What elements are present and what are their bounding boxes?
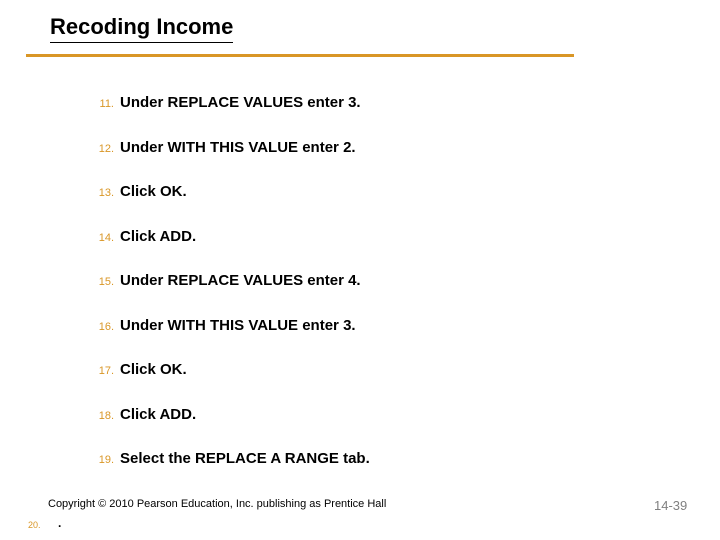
list-item: 12. Under WITH THIS VALUE enter 2. <box>90 140 650 157</box>
list-item-text: Under WITH THIS VALUE enter 2. <box>120 140 356 157</box>
list-item: 18. Click ADD. <box>90 407 650 424</box>
list-item-number: 18. <box>90 410 114 422</box>
title-wrap: Recoding Income <box>50 14 233 43</box>
footer-list-number: 20. <box>28 520 41 530</box>
list-item: 19. Select the REPLACE A RANGE tab. <box>90 451 650 468</box>
list-item-text: Click ADD. <box>120 229 196 246</box>
page-number: 14-39 <box>654 498 687 513</box>
list-item-number: 11. <box>90 98 114 110</box>
list-item-text: Click OK. <box>120 184 187 201</box>
footer-dot: . <box>58 516 61 530</box>
slide: Recoding Income 11. Under REPLACE VALUES … <box>0 0 720 540</box>
list-item-number: 14. <box>90 232 114 244</box>
list-item: 11. Under REPLACE VALUES enter 3. <box>90 95 650 112</box>
list-item: 13. Click OK. <box>90 184 650 201</box>
list-item-number: 16. <box>90 321 114 333</box>
list-item: 14. Click ADD. <box>90 229 650 246</box>
list-item-number: 17. <box>90 365 114 377</box>
list-item-text: Under REPLACE VALUES enter 3. <box>120 95 361 112</box>
list-item-text: Under REPLACE VALUES enter 4. <box>120 273 361 290</box>
list-item-text: Click OK. <box>120 362 187 379</box>
list-item-number: 19. <box>90 454 114 466</box>
list-item-number: 13. <box>90 187 114 199</box>
list-item: 16. Under WITH THIS VALUE enter 3. <box>90 318 650 335</box>
list-item-number: 15. <box>90 276 114 288</box>
slide-title: Recoding Income <box>50 14 233 43</box>
list-item-number: 12. <box>90 143 114 155</box>
list-item: 15. Under REPLACE VALUES enter 4. <box>90 273 650 290</box>
copyright-text: Copyright © 2010 Pearson Education, Inc.… <box>48 498 386 510</box>
list-item: 17. Click OK. <box>90 362 650 379</box>
list-item-text: Under WITH THIS VALUE enter 3. <box>120 318 356 335</box>
list-item-text: Select the REPLACE A RANGE tab. <box>120 451 370 468</box>
list-item-text: Click ADD. <box>120 407 196 424</box>
title-underline-rule <box>26 54 574 57</box>
numbered-list: 11. Under REPLACE VALUES enter 3. 12. Under… <box>90 95 650 496</box>
